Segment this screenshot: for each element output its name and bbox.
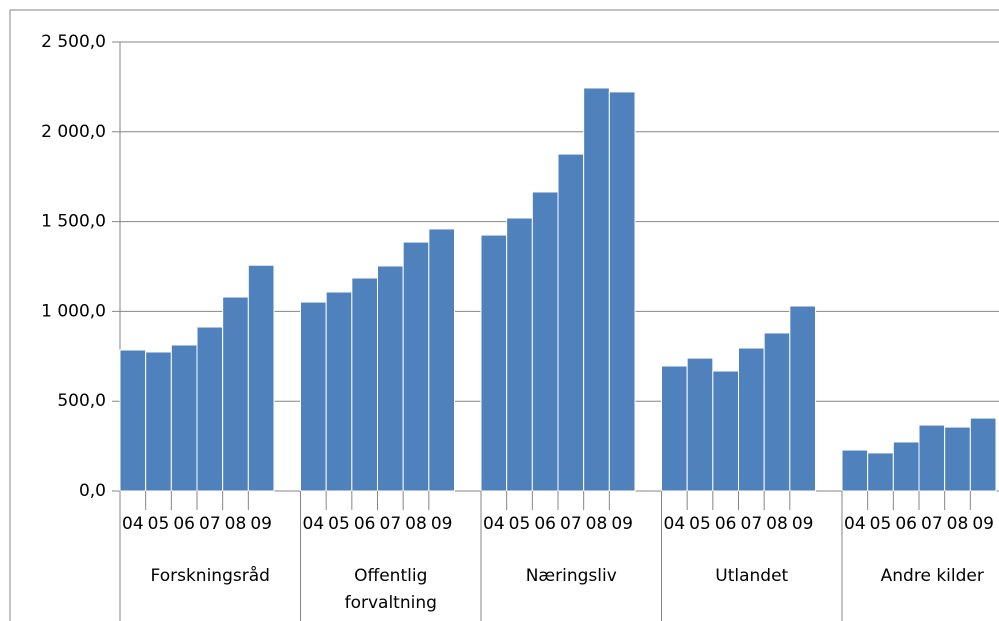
x-tick-label: 05 — [148, 514, 170, 534]
bar — [712, 370, 739, 492]
bar — [506, 217, 533, 492]
x-tick-label: 06 — [895, 514, 917, 534]
bar — [841, 449, 869, 492]
bar — [300, 301, 327, 492]
bar — [170, 344, 198, 492]
y-tick-label: 500,0 — [57, 391, 106, 411]
bar — [222, 296, 249, 492]
y-tick-label: 2 500,0 — [41, 32, 106, 52]
group-label: Utlandet — [715, 566, 789, 586]
y-tick-label: 0,0 — [79, 481, 106, 501]
bar — [763, 332, 791, 492]
x-tick-label: 05 — [328, 514, 350, 534]
y-tick-label: 2 000,0 — [41, 122, 106, 142]
group-label: Offentlig forvaltning — [344, 566, 437, 613]
x-tick-label: 05 — [870, 514, 892, 534]
bar — [480, 234, 508, 492]
x-tick-label: 08 — [947, 514, 969, 534]
bar — [867, 452, 894, 492]
bar — [789, 305, 816, 492]
x-tick-label: 07 — [560, 514, 582, 534]
bar — [686, 357, 714, 492]
x-tick-label: 09 — [972, 514, 994, 534]
bar — [119, 349, 147, 492]
x-tick-label: 07 — [921, 514, 943, 534]
x-tick-label: 05 — [509, 514, 531, 534]
bar — [377, 265, 404, 492]
x-tick-label: 08 — [586, 514, 608, 534]
bar — [325, 291, 353, 492]
x-tick-label: 08 — [225, 514, 247, 534]
bar — [428, 228, 456, 492]
bar — [351, 277, 379, 492]
bar — [402, 241, 430, 492]
bar — [969, 417, 997, 492]
bar — [738, 347, 765, 492]
bar — [918, 424, 946, 492]
bar — [145, 351, 172, 492]
x-tick-label: 05 — [689, 514, 711, 534]
y-tick-label: 1 000,0 — [41, 301, 106, 321]
x-tick-label: 07 — [199, 514, 221, 534]
x-tick-label: 06 — [715, 514, 737, 534]
group-label: Næringsliv — [525, 566, 617, 586]
bar — [583, 87, 610, 492]
x-tick-label: 08 — [766, 514, 788, 534]
x-tick-label: 08 — [405, 514, 427, 534]
x-tick-label: 06 — [173, 514, 195, 534]
x-tick-label: 07 — [741, 514, 763, 534]
bar — [531, 191, 559, 492]
bar — [944, 426, 971, 492]
bar — [557, 153, 585, 492]
x-tick-label: 04 — [483, 514, 505, 534]
x-tick-label: 09 — [792, 514, 814, 534]
x-tick-label: 09 — [250, 514, 272, 534]
y-tick-label: 1 500,0 — [41, 212, 106, 232]
bar — [661, 365, 688, 492]
x-tick-label: 06 — [354, 514, 376, 534]
group-label: Forskningsråd — [150, 566, 270, 586]
group-label: Andre kilder — [880, 566, 984, 586]
x-tick-label: 07 — [380, 514, 402, 534]
bar — [608, 91, 636, 492]
x-tick-label: 04 — [122, 514, 144, 534]
bar — [892, 441, 920, 492]
x-tick-label: 09 — [431, 514, 453, 534]
x-tick-label: 06 — [534, 514, 556, 534]
x-tick-label: 04 — [303, 514, 325, 534]
bar — [247, 264, 275, 492]
x-tick-label: 09 — [611, 514, 633, 534]
bar — [196, 326, 224, 492]
x-tick-label: 04 — [664, 514, 686, 534]
x-tick-label: 04 — [844, 514, 866, 534]
